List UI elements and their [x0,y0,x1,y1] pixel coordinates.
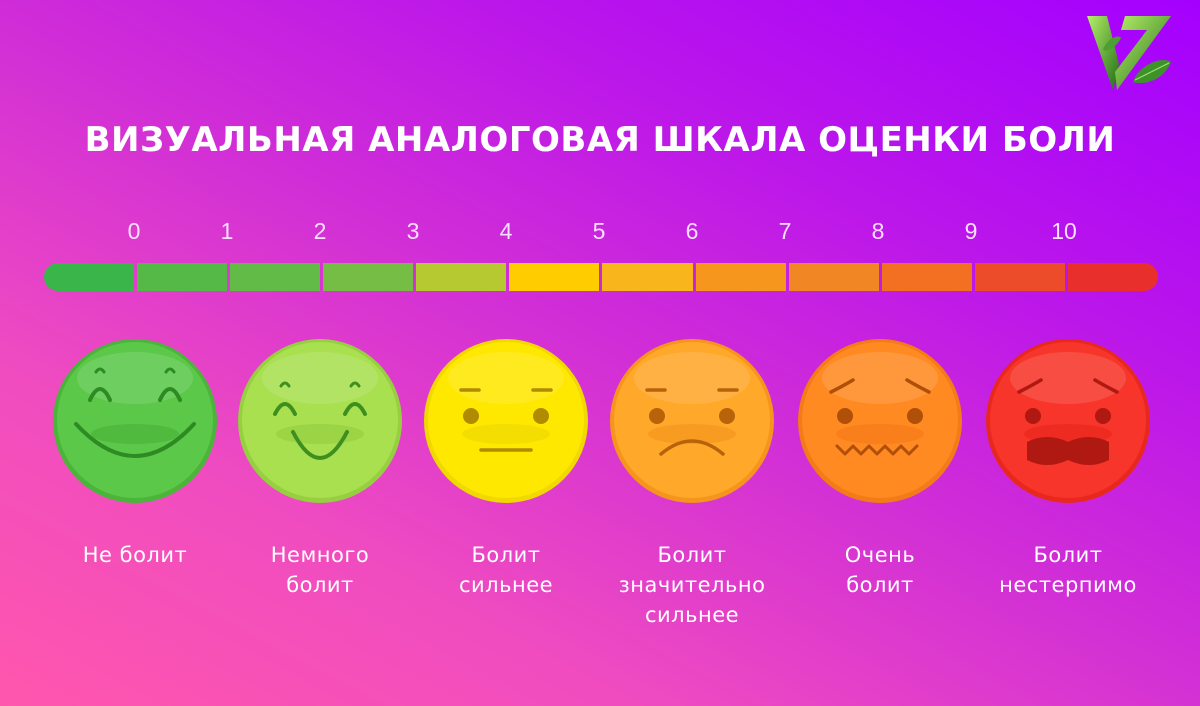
tick-label: 2 [313,218,327,244]
scale-segment [881,263,972,291]
label-line: Болит [471,543,541,567]
scale-segment [602,263,693,291]
tick-label: 4 [499,218,513,244]
label-line: Не болит [82,543,188,567]
significant-pain-label: Болит значительно сильнее [582,540,802,630]
severe-pain-face-icon [797,338,963,504]
moderate-pain-face-icon [423,338,589,504]
scale-segment [137,263,228,291]
significant-pain-face-icon [609,338,775,504]
tick-label: 6 [685,218,699,244]
tick-label: 9 [964,218,978,244]
unbearable-pain-label: Болит нестерпимо [958,540,1178,600]
tick-label: 10 [1051,218,1077,244]
faces-row [0,338,1200,508]
label-line: сильнее [458,573,554,597]
scale-ticks: 0 1 2 3 4 5 6 7 8 9 10 [0,218,1200,248]
label-line: болит [846,573,914,597]
scale-segment [974,263,1065,291]
no-pain-label: Не болит [25,540,245,570]
tick-label: 5 [592,218,606,244]
label-line: болит [286,573,354,597]
scale-segment [695,263,786,291]
scale-segment [44,263,135,291]
scale-segment [416,263,507,291]
tick-label: 1 [220,218,234,244]
scale-segment [1067,263,1158,291]
label-line: нестерпимо [999,573,1137,597]
no-pain-face-icon [52,338,218,504]
leaf-v-logo-icon [1087,16,1171,90]
moderate-pain-label: Болит сильнее [396,540,616,600]
tick-label: 0 [127,218,141,244]
label-line: сильнее [644,603,740,627]
scale-segment [788,263,879,291]
severe-pain-label: Очень болит [770,540,990,600]
unbearable-pain-face-icon [985,338,1151,504]
mild-pain-face-icon [237,338,403,504]
label-line: Болит [1033,543,1103,567]
scale-segment [509,263,600,291]
label-line: значительно [618,573,766,597]
mild-pain-label: Немного болит [210,540,430,600]
tick-label: 3 [406,218,420,244]
pain-scale-bar [44,263,1158,291]
label-line: Очень [844,543,916,567]
tick-label: 8 [871,218,885,244]
label-line: Болит [657,543,727,567]
scale-segment [230,263,321,291]
scale-segment [323,263,414,291]
label-line: Немного [270,543,370,567]
tick-label: 7 [778,218,792,244]
page-title: ВИЗУАЛЬНАЯ АНАЛОГОВАЯ ШКАЛА ОЦЕНКИ БОЛИ [84,120,1116,160]
